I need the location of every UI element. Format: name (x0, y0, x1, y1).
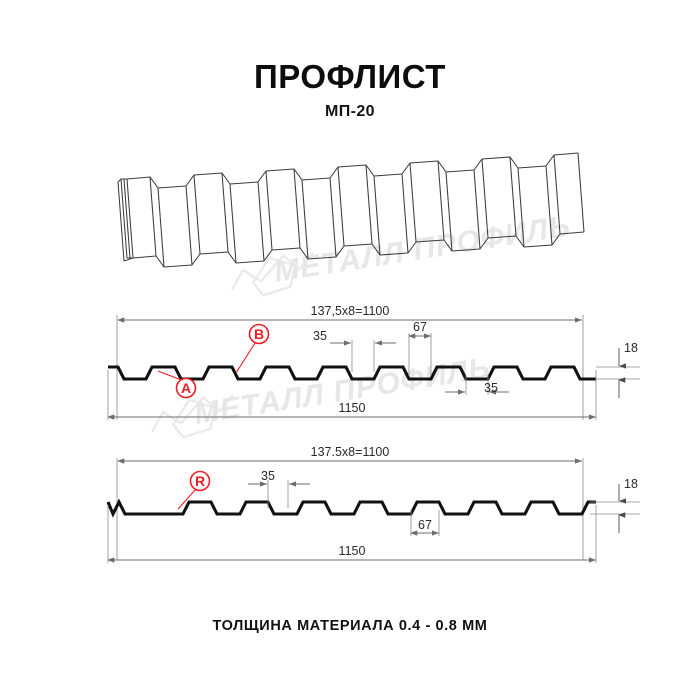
thickness-note: ТОЛЩИНА МАТЕРИАЛА 0.4 - 0.8 ММ (212, 618, 488, 634)
dimension-overall-bottom-top: 1150 (107, 370, 597, 420)
dimension-value-overall-bottom-bottom-section: 1150 (339, 544, 366, 558)
profile-outline-bottom (106, 498, 596, 518)
balloon-r-label: R (195, 473, 205, 489)
dimension-rib-pitch-lower: 35 (445, 375, 509, 395)
dimension-value-overall-top-bottom-section: 137.5x8=1100 (311, 445, 390, 459)
dimension-overall-bottom-bottom-section: 1150 (107, 505, 597, 563)
dimension-value-rib-pitch-bottom: 35 (261, 469, 275, 483)
page-title: ПРОФЛИСТ (254, 58, 446, 95)
dimension-rib-pitch-bottom: 35 (248, 469, 310, 508)
dimension-value-flat-width-bottom: 67 (418, 518, 432, 532)
dimension-value-flat-width-top: 67 (413, 320, 427, 334)
dimension-height-bottom: 18 (590, 477, 640, 533)
cross-section-bottom: 137.5x8=1100 35 67 (106, 445, 640, 563)
balloon-r: R (177, 470, 211, 510)
dimension-value-overall-bottom-top: 1150 (339, 401, 366, 415)
dimension-flat-width-top: 67 (408, 320, 432, 376)
isometric-profile-view (117, 152, 585, 268)
watermark-group-iso: МЕТАЛЛ ПРОФИЛЬ (231, 209, 573, 297)
watermark-text: МЕТАЛЛ ПРОФИЛЬ (192, 351, 493, 430)
balloon-a: A (157, 370, 197, 399)
dimension-value-pitch-lower: 35 (484, 381, 498, 395)
balloon-b: B (235, 323, 270, 374)
profile-outline-top (108, 365, 596, 381)
model-label: МП-20 (325, 103, 375, 120)
balloon-b-label: B (254, 326, 264, 342)
watermark-text: МЕТАЛЛ ПРОФИЛЬ (272, 209, 573, 288)
dimension-value-overall-top: 137,5x8=1100 (311, 304, 390, 318)
dimension-flat-width-bottom: 67 (410, 510, 440, 536)
dimension-value-pitch-upper: 35 (313, 329, 327, 343)
dimension-value-height-top: 18 (624, 341, 638, 355)
dimension-height-top: 18 (596, 341, 640, 398)
dimension-overall-top: 137,5x8=1100 (117, 304, 582, 323)
cross-section-top: 137,5x8=1100 35 67 (107, 304, 640, 420)
balloon-a-label: A (181, 380, 191, 396)
dimension-value-height-bottom: 18 (624, 477, 638, 491)
dimension-overall-top-bottom-section: 137.5x8=1100 (117, 445, 582, 464)
dimension-rib-pitch-upper: 35 (313, 329, 396, 372)
watermark-group-section: МЕТАЛЛ ПРОФИЛЬ (151, 351, 493, 439)
